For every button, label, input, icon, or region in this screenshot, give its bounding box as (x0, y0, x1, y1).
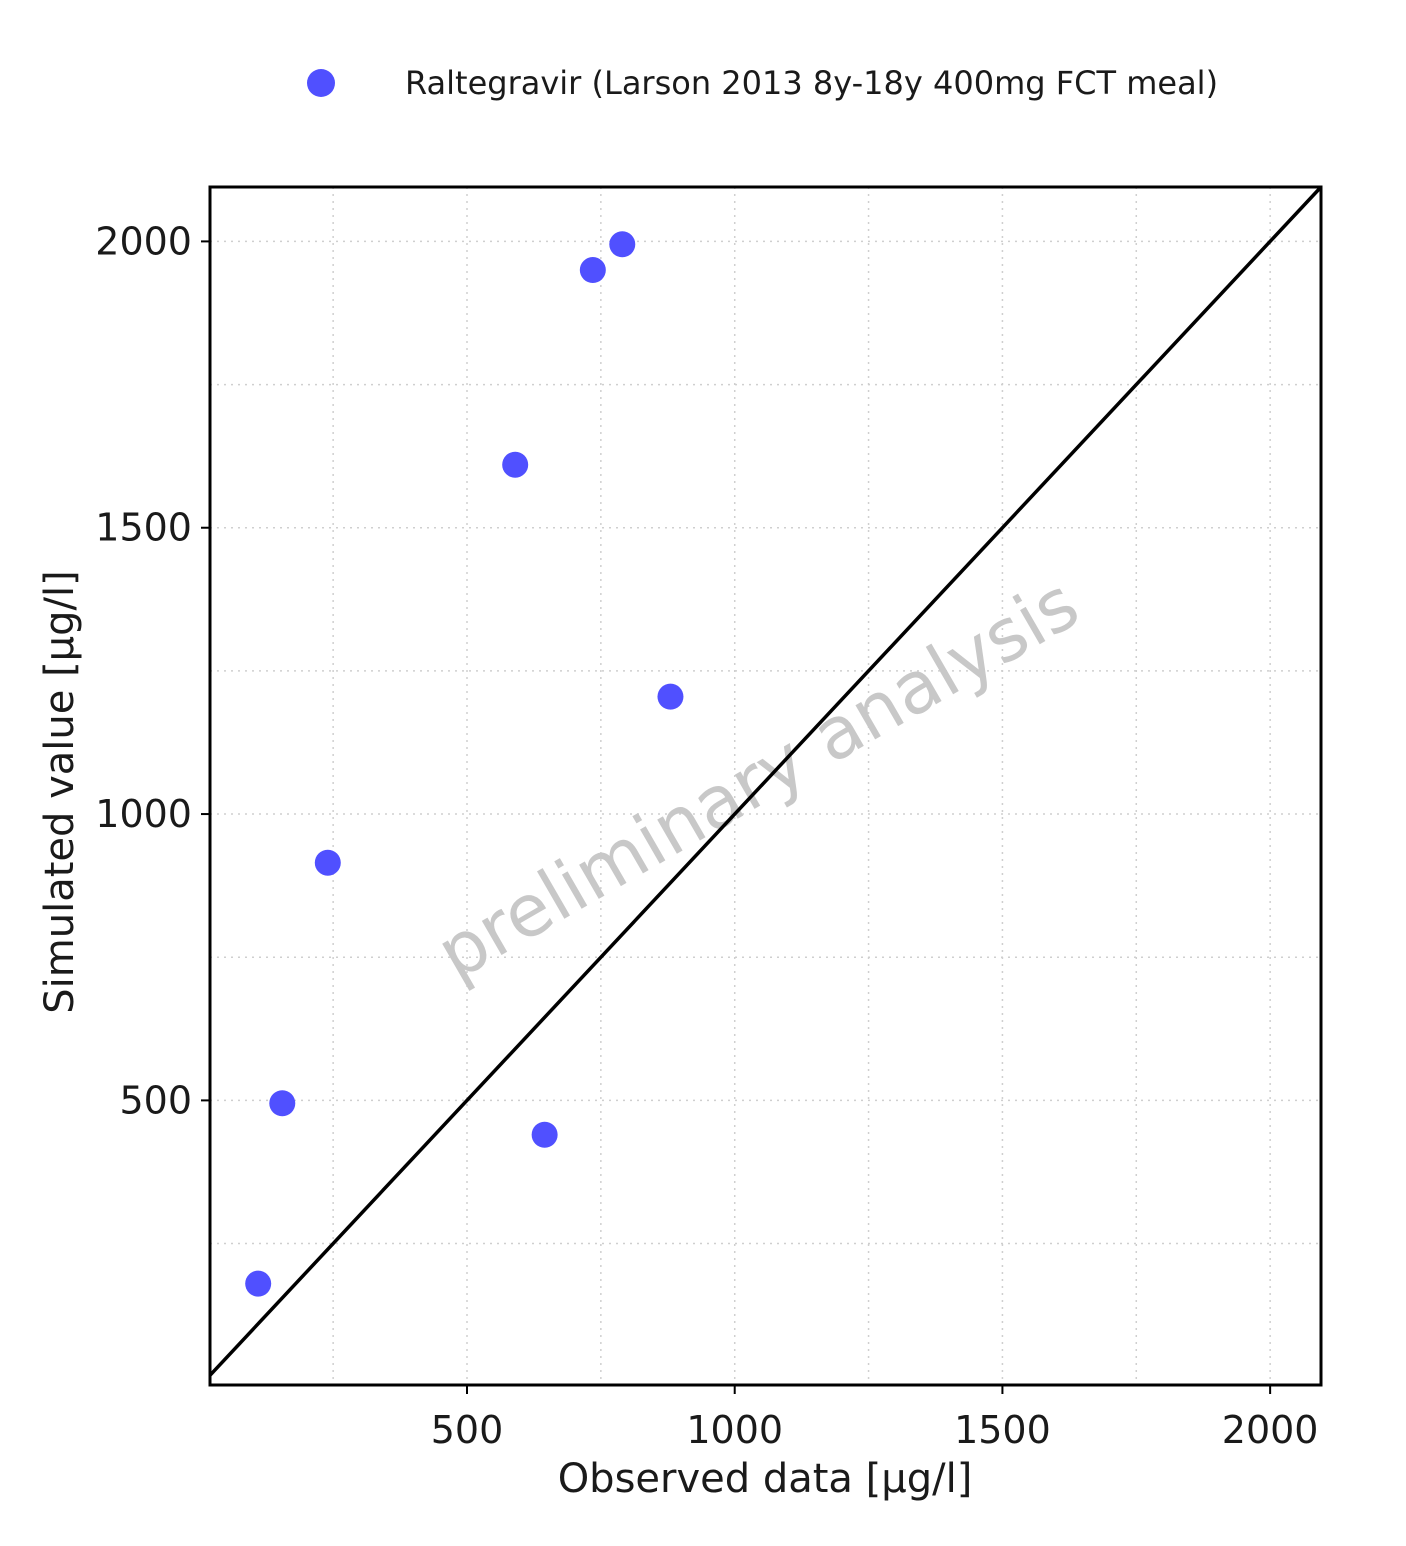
y-tick-label: 500 (119, 1078, 192, 1122)
x-tick-label: 2000 (1222, 1408, 1319, 1452)
y-axis-title: Simulated value [µg/l] (37, 570, 83, 1013)
data-point (502, 451, 529, 478)
data-point (609, 231, 636, 258)
data-point (245, 1270, 272, 1297)
data-point (314, 849, 341, 876)
plot-frame (208, 185, 1323, 1387)
y-tick-label: 2000 (95, 219, 192, 263)
x-tick-label: 1000 (686, 1408, 783, 1452)
x-axis-title: Observed data [µg/l] (558, 1456, 973, 1502)
legend: Raltegravir (Larson 2013 8y-18y 400mg FC… (307, 64, 1218, 102)
identity-line-group (208, 185, 1323, 1377)
x-tick-label: 1500 (954, 1408, 1051, 1452)
watermark-text: preliminary analysis (423, 561, 1092, 996)
data-point (579, 257, 606, 284)
x-tick-label: 500 (431, 1408, 504, 1452)
data-point (657, 683, 684, 710)
y-tick-label: 1500 (95, 506, 192, 550)
data-point (269, 1090, 296, 1117)
legend-marker (307, 69, 335, 97)
y-tick-label: 1000 (95, 792, 192, 836)
axes: 500 1000 1500 2000 500 1000 1500 2000 (95, 219, 1318, 1452)
legend-label: Raltegravir (Larson 2013 8y-18y 400mg FC… (405, 64, 1218, 102)
identity-line (208, 185, 1323, 1377)
data-points (245, 231, 684, 1297)
data-point (531, 1121, 558, 1148)
